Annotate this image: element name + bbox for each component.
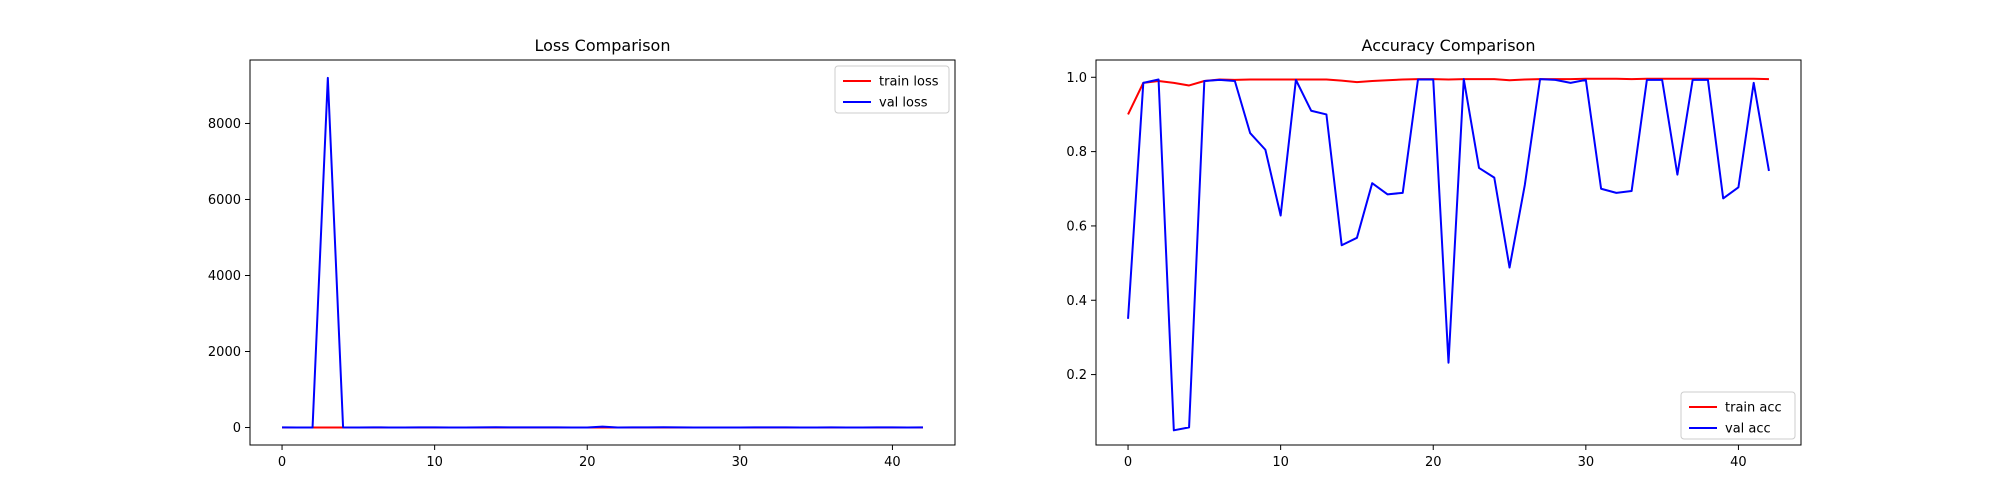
plot-frame (1095, 59, 1802, 446)
y-tick-label: 1.0 (1066, 71, 1087, 86)
legend-label: train acc (1725, 401, 1782, 416)
accuracy-comparison-chart: Accuracy Comparison 0 10 20 30 40 0.2 0.4 0.6 0.8… (1066, 36, 1802, 470)
legend-label: val acc (1725, 422, 1771, 437)
y-tick-label: 6000 (208, 193, 241, 208)
x-tick-label: 30 (732, 455, 749, 470)
y-tick-label: 0.6 (1066, 219, 1087, 234)
legend: train acc val acc (1680, 391, 1796, 440)
y-tick-label: 0.4 (1066, 294, 1087, 309)
x-tick-label: 40 (884, 455, 901, 470)
legend-label: val loss (879, 96, 928, 111)
plot-frame (249, 59, 956, 446)
x-tick-label: 20 (579, 455, 596, 470)
x-tick-label: 0 (1124, 455, 1132, 470)
y-tick-label: 4000 (208, 269, 241, 284)
y-tick-label: 8000 (208, 117, 241, 132)
x-tick-label: 40 (1730, 455, 1747, 470)
series-line-val-acc (1127, 78, 1770, 432)
chart-title: Accuracy Comparison (1362, 36, 1536, 55)
x-tick-label: 30 (1578, 455, 1595, 470)
x-tick-label: 10 (426, 455, 443, 470)
series-line-val-loss (282, 76, 923, 429)
x-tick-label: 10 (1272, 455, 1289, 470)
y-tick-label: 2000 (208, 345, 241, 360)
x-tick-label: 0 (278, 455, 286, 470)
series-line-train-acc (1127, 77, 1769, 115)
loss-comparison-chart: Loss Comparison 0 10 20 30 40 0 2000 4000 6000 800… (208, 36, 956, 470)
chart-title: Loss Comparison (535, 36, 671, 55)
y-tick-label: 0.2 (1066, 368, 1087, 383)
legend-label: train loss (879, 75, 939, 90)
legend: train loss val loss (834, 65, 950, 114)
y-tick-label: 0 (233, 421, 241, 436)
y-tick-label: 0.8 (1066, 145, 1087, 160)
x-tick-label: 20 (1425, 455, 1442, 470)
